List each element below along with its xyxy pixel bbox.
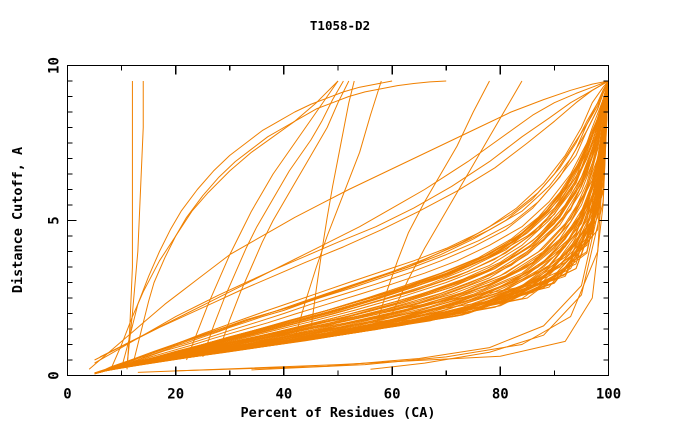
x-tick-label: 20 <box>167 387 184 403</box>
axis-tick-labels-group: 0 20 40 60 80 100 0 5 10 <box>47 57 622 402</box>
curve-line <box>175 80 609 372</box>
curve-line <box>256 80 609 338</box>
curve-line <box>186 80 339 361</box>
curve-line <box>94 80 609 361</box>
x-tick-label: 40 <box>275 387 292 403</box>
curve-line <box>116 80 609 369</box>
curve-line <box>99 80 609 373</box>
curve-line <box>99 80 609 358</box>
curve-line <box>110 80 339 370</box>
y-axis-label: Distance Cutoff, A <box>10 147 26 293</box>
curve-line <box>294 80 609 328</box>
curve-line <box>391 80 523 314</box>
x-tick-label: 0 <box>63 387 71 403</box>
curve-line <box>137 80 609 373</box>
curve-line <box>126 81 133 370</box>
y-tick-label: 0 <box>47 371 63 379</box>
curve-line <box>88 80 609 370</box>
x-tick-label: 80 <box>492 387 509 403</box>
chart-title: T1058-D2 <box>310 18 370 33</box>
curve-line <box>294 80 382 339</box>
curve-line <box>99 80 609 373</box>
y-tick-label: 10 <box>47 57 63 74</box>
curve-series-group <box>88 80 609 375</box>
curve-line <box>251 80 609 371</box>
curve-line <box>110 80 609 370</box>
curve-line <box>99 80 609 373</box>
curve-line <box>218 80 350 351</box>
curve-line <box>131 80 447 367</box>
y-tick-label: 5 <box>47 216 63 224</box>
x-tick-label: 100 <box>596 387 621 403</box>
curve-line <box>126 81 144 367</box>
x-tick-label: 60 <box>384 387 401 403</box>
curve-line <box>110 80 609 370</box>
curve-line <box>202 80 344 358</box>
x-axis-label: Percent of Residues (CA) <box>240 405 435 421</box>
curve-line <box>375 80 490 327</box>
curve-line <box>94 80 609 375</box>
curve-line <box>370 80 609 370</box>
curve-line <box>310 80 355 330</box>
axis-ticks-group <box>66 64 610 377</box>
